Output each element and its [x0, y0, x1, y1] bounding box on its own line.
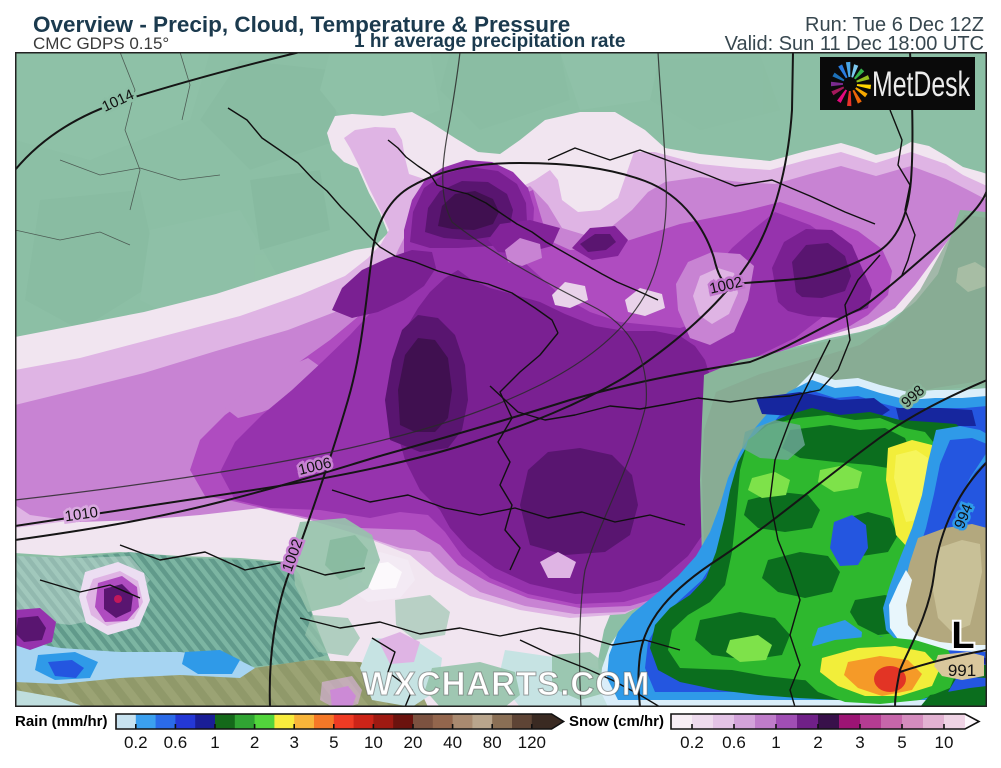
svg-text:3: 3 — [855, 733, 864, 752]
svg-text:0.2: 0.2 — [680, 733, 704, 752]
svg-text:0.2: 0.2 — [124, 733, 148, 752]
svg-text:3: 3 — [289, 733, 298, 752]
svg-text:80: 80 — [483, 733, 502, 752]
svg-text:0.6: 0.6 — [722, 733, 746, 752]
svg-text:40: 40 — [443, 733, 462, 752]
svg-text:WXCHARTS.COM: WXCHARTS.COM — [362, 665, 651, 702]
svg-text:MetDesk: MetDesk — [872, 65, 970, 104]
svg-text:10: 10 — [935, 733, 954, 752]
svg-text:991: 991 — [948, 661, 976, 680]
svg-text:5: 5 — [329, 733, 338, 752]
svg-text:Snow (cm/hr): Snow (cm/hr) — [569, 713, 664, 730]
svg-text:10: 10 — [364, 733, 383, 752]
svg-text:2: 2 — [250, 733, 259, 752]
svg-text:1: 1 — [210, 733, 219, 752]
svg-text:0.6: 0.6 — [164, 733, 188, 752]
svg-text:L: L — [951, 615, 974, 657]
svg-text:1: 1 — [771, 733, 780, 752]
svg-text:20: 20 — [404, 733, 423, 752]
svg-text:120: 120 — [518, 733, 546, 752]
svg-text:5: 5 — [897, 733, 906, 752]
svg-text:Rain (mm/hr): Rain (mm/hr) — [15, 713, 108, 730]
svg-text:2: 2 — [813, 733, 822, 752]
